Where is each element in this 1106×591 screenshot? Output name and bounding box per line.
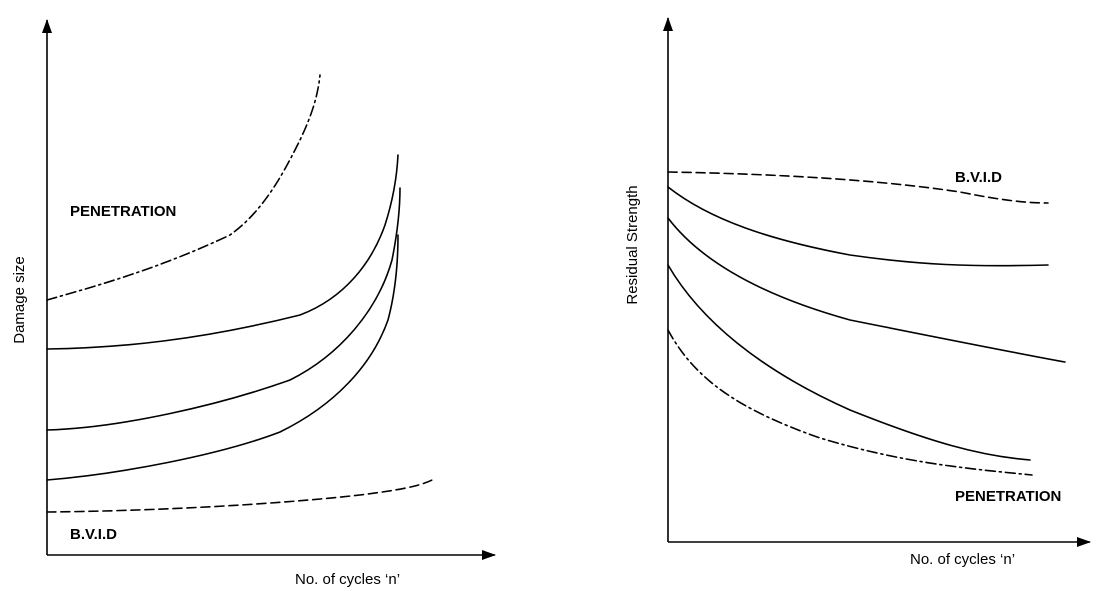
right-chart: B.V.I.D PENETRATION Residual Strength No… bbox=[624, 17, 1091, 568]
penetration-curve bbox=[667, 329, 1033, 476]
damage-curve bbox=[46, 234, 399, 481]
damage-curve bbox=[46, 154, 399, 350]
strength-curve bbox=[667, 264, 1031, 461]
x-axis-label: No. of cycles ‘n’ bbox=[910, 551, 1015, 568]
strength-curve bbox=[667, 217, 1066, 363]
y-axis-label: Damage size bbox=[11, 256, 28, 344]
bvid-curve bbox=[667, 171, 1049, 204]
label: B.V.I.D bbox=[70, 526, 117, 543]
label: PENETRATION bbox=[955, 488, 1061, 505]
left-chart: PENETRATION B.V.I.D Damage size No. of c… bbox=[11, 19, 496, 588]
bvid-curve bbox=[46, 479, 433, 513]
damage-curve bbox=[46, 187, 401, 431]
label: PENETRATION bbox=[70, 203, 176, 220]
penetration-curve bbox=[46, 74, 321, 301]
strength-curve bbox=[667, 186, 1049, 267]
label: B.V.I.D bbox=[955, 169, 1002, 186]
y-axis-label: Residual Strength bbox=[624, 185, 641, 304]
x-axis-label: No. of cycles ‘n’ bbox=[295, 571, 400, 588]
